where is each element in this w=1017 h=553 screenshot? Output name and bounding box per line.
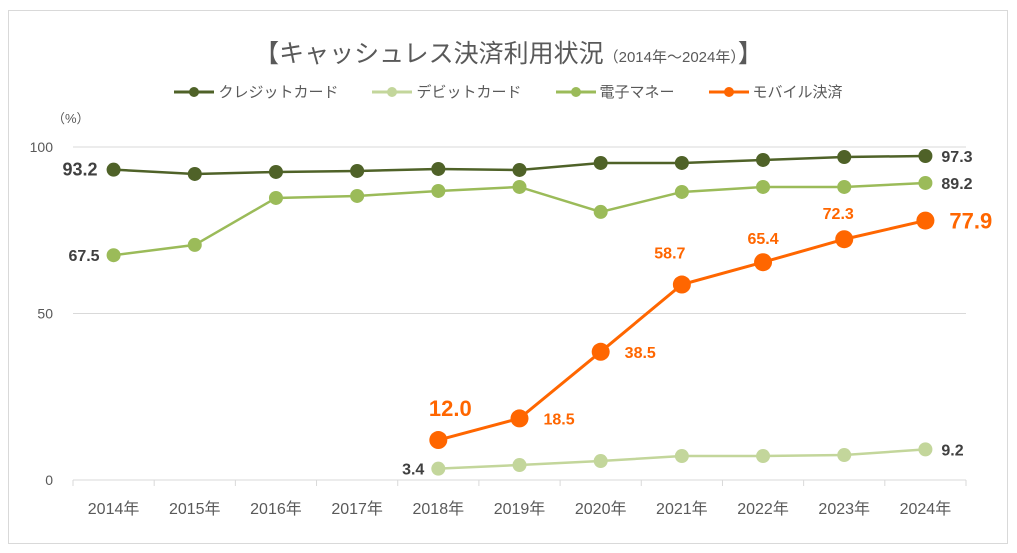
data-label: 72.3	[823, 206, 854, 223]
data-point	[756, 152, 771, 167]
data-label: 77.9	[949, 209, 992, 234]
data-point	[672, 275, 691, 294]
title-main: 【キャッシュレス決済利用状況	[254, 40, 604, 68]
legend-marker-icon	[174, 86, 215, 97]
legend-label: クレジットカード	[218, 84, 339, 101]
x-tick-label: 2014年	[88, 500, 140, 518]
data-label: 12.0	[429, 396, 472, 421]
data-point	[756, 449, 771, 464]
data-point	[754, 253, 773, 272]
legend-marker-icon	[708, 86, 749, 97]
data-point	[512, 458, 527, 473]
data-point	[835, 230, 854, 249]
data-point	[431, 183, 446, 198]
legend-marker-icon	[372, 86, 413, 97]
data-point	[674, 449, 689, 464]
chart-title: 【キャッシュレス決済利用状況（2014年～2024年）】	[0, 34, 1017, 70]
data-point	[187, 166, 202, 181]
legend-item: クレジットカード	[174, 81, 338, 102]
data-label: 65.4	[747, 231, 778, 248]
data-point	[674, 155, 689, 170]
x-tick-label: 2018年	[413, 500, 465, 518]
legend-item: モバイル決済	[708, 81, 843, 102]
data-point	[429, 431, 448, 450]
x-tick-label: 2023年	[818, 500, 870, 518]
legend-item: デビットカード	[372, 81, 522, 102]
data-point	[106, 162, 121, 177]
x-tick-label: 2016年	[250, 500, 302, 518]
data-point	[512, 162, 527, 177]
legend-marker-icon	[555, 86, 596, 97]
data-point	[268, 164, 283, 179]
data-point	[593, 155, 608, 170]
x-tick-label: 2020年	[575, 500, 627, 518]
x-tick-label: 2019年	[494, 500, 546, 518]
data-point	[918, 175, 933, 190]
data-point	[837, 149, 852, 164]
data-label: 89.2	[941, 176, 972, 193]
y-tick-label: 0	[45, 472, 53, 488]
data-label: 58.7	[654, 246, 685, 263]
data-point	[918, 148, 933, 163]
legend-item: 電子マネー	[555, 81, 675, 102]
data-point	[756, 179, 771, 194]
legend-label: 電子マネー	[599, 84, 675, 101]
data-point	[837, 448, 852, 463]
data-point	[512, 179, 527, 194]
data-label: 9.2	[941, 442, 963, 459]
data-point	[187, 237, 202, 252]
data-label: 3.4	[402, 462, 424, 479]
legend-label: モバイル決済	[752, 84, 843, 101]
data-label: 97.3	[941, 149, 972, 166]
x-tick-label: 2024年	[900, 500, 952, 518]
data-point	[837, 179, 852, 194]
data-point	[350, 163, 365, 178]
x-tick-label: 2022年	[737, 500, 789, 518]
y-tick-label: 100	[30, 139, 54, 155]
data-point	[268, 190, 283, 205]
data-point	[593, 454, 608, 469]
data-point	[106, 248, 121, 263]
data-point	[431, 461, 446, 476]
data-point	[674, 184, 689, 199]
data-point	[591, 342, 610, 361]
title-end: 】	[737, 40, 763, 68]
data-label: 93.2	[63, 160, 98, 180]
title-sub: （2014年～2024年）	[603, 49, 738, 66]
legend-label: デビットカード	[416, 84, 522, 101]
data-point	[431, 161, 446, 176]
x-tick-label: 2017年	[331, 500, 383, 518]
data-point	[510, 409, 529, 428]
data-label: 67.5	[68, 248, 99, 265]
legend: クレジットカード デビットカード 電子マネー モバイル決済	[0, 81, 1017, 102]
x-tick-label: 2021年	[656, 500, 708, 518]
data-point	[593, 204, 608, 219]
data-label: 18.5	[544, 411, 575, 428]
y-axis-unit: （%）	[52, 111, 90, 126]
data-point	[916, 211, 935, 230]
x-tick-label: 2015年	[169, 500, 221, 518]
data-point	[918, 442, 933, 457]
y-tick-label: 50	[37, 306, 53, 322]
data-label: 38.5	[625, 345, 656, 362]
data-point	[350, 188, 365, 203]
